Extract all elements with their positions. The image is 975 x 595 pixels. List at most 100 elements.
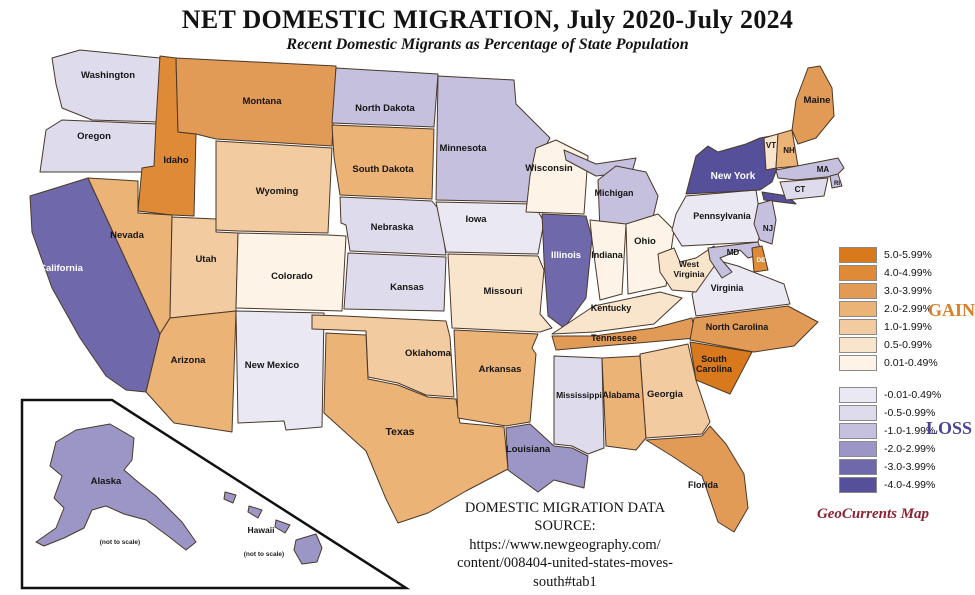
state-label-nc: North Carolina [706, 322, 769, 332]
legend-swatch [839, 387, 877, 403]
legend-range-label: 0.01-0.49% [884, 357, 938, 369]
state-shape-nd [331, 67, 439, 128]
state-label-ut: Utah [195, 254, 216, 265]
legend-row-loss-1: -0.5-0.99% [839, 404, 941, 422]
state-label-me: Maine [804, 95, 831, 106]
legend-swatch [839, 405, 877, 421]
state-label-nh: NH [783, 146, 795, 155]
state-shape-hi [223, 491, 237, 504]
state-shape-or [39, 119, 159, 173]
state-shape-ct [779, 177, 829, 201]
state-label-mo: Missouri [483, 286, 522, 297]
legend-row-loss-3: -2.0-2.99% [839, 440, 941, 458]
legend-gain-rows: 5.0-5.99% 4.0-4.99% 3.0-3.99% 2.0-2.99% 1.0-… [839, 246, 941, 372]
map-attribution: GeoCurrents Map [816, 506, 930, 522]
legend-range-label: -0.01-0.49% [884, 389, 942, 401]
state-shape-ms [553, 355, 605, 455]
legend-row-gain-4: 1.0-1.99% [839, 318, 941, 336]
state-label-hi: Hawaii [248, 525, 275, 535]
legend-swatch [839, 477, 877, 493]
state-label-il: Illinois [551, 250, 581, 261]
state-label-ga: Georgia [647, 389, 684, 400]
state-shape-ut [169, 216, 239, 319]
state-label-ky: Kentucky [591, 303, 632, 313]
state-shape-nm [235, 310, 325, 431]
state-shape-al [601, 355, 647, 451]
state-label-ct: CT [795, 185, 806, 194]
state-label-ms: Mississippi [556, 390, 602, 400]
state-shape-wa [51, 49, 161, 123]
state-shape-tn [551, 317, 697, 351]
legend-range-label: 5.0-5.99% [884, 249, 932, 261]
state-shape-ks [343, 252, 447, 312]
state-label-id: Idaho [163, 155, 189, 166]
state-shape-ar [453, 329, 539, 427]
state-label-de: DE [756, 257, 766, 264]
state-shape-me [791, 65, 835, 145]
state-label-wi: Wisconsin [525, 163, 573, 174]
state-label-ks: Kansas [390, 282, 424, 293]
source-line: SOURCE: [534, 518, 596, 535]
state-label-or: Oregon [77, 131, 111, 142]
source-line: south#tab1 [533, 573, 597, 590]
source-line: content/008404-united-states-moves- [457, 555, 673, 572]
legend-swatch [839, 337, 877, 353]
state-label-ar: Arkansas [479, 364, 522, 375]
state-shape-ri [829, 173, 843, 189]
legend-swatch [839, 459, 877, 475]
legend-range-label: -1.0-1.99% [884, 425, 936, 437]
state-shape-ne [339, 196, 447, 256]
state-label-nm: New Mexico [245, 360, 300, 371]
inset-outline [20, 398, 411, 590]
state-shape-sc [689, 341, 753, 395]
state-label-tx: Texas [386, 426, 415, 438]
legend-loss-rows: -0.01-0.49% -0.5-0.99% -1.0-1.99% -2.0-2.99… [839, 386, 941, 494]
state-label-mi: Michigan [594, 188, 633, 198]
state-shape-de [751, 245, 769, 273]
state-shape-ak [35, 423, 197, 551]
state-shape-ny [685, 133, 783, 195]
state-shape-hi [274, 519, 291, 534]
legend-row-gain-1: 4.0-4.99% [839, 264, 941, 282]
legend-range-label: -3.0-3.99% [884, 461, 936, 473]
state-shape-hi [293, 533, 323, 565]
state-shape-ia [435, 201, 545, 255]
state-label-sd: South Dakota [352, 164, 414, 175]
legend-row-loss-0: -0.01-0.49% [839, 386, 941, 404]
state-shape-il [541, 213, 593, 329]
legend-swatch [839, 423, 877, 439]
state-shape-la [505, 423, 589, 493]
state-label-fl: Florida [688, 480, 719, 490]
legend-row-gain-2: 3.0-3.99% [839, 282, 941, 300]
state-shape-wy [215, 140, 333, 234]
data-source-text: DOMESTIC MIGRATION DATA SOURCE: https://ww… [413, 499, 717, 591]
legend-row-loss-5: -4.0-4.99% [839, 476, 941, 494]
state-label-ca: California [39, 263, 84, 274]
legend-range-label: 2.0-2.99% [884, 303, 932, 315]
legend-range-label: 1.0-1.99% [884, 321, 932, 333]
state-label-ok: Oklahoma [405, 348, 452, 359]
legend-swatch [839, 301, 877, 317]
state-label-oh: Ohio [634, 236, 656, 247]
state-shape-mt [175, 57, 337, 147]
legend-loss-word: LOSS [926, 418, 973, 438]
source-line: DOMESTIC MIGRATION DATA [464, 500, 666, 516]
legend-row-gain-0: 5.0-5.99% [839, 246, 941, 264]
state-label-mt: Montana [242, 96, 282, 107]
state-shape-mo [447, 253, 553, 333]
state-shape-tx [323, 332, 509, 524]
state-shape-co [235, 232, 347, 312]
state-label-al: Alabama [602, 390, 641, 400]
legend-range-label: 3.0-3.99% [884, 285, 932, 297]
state-label-ak: Alaska [91, 476, 122, 487]
state-label-az: Arizona [171, 355, 207, 366]
state-label-vt: VT [766, 141, 776, 150]
legend-row-gain-5: 0.5-0.99% [839, 336, 941, 354]
state-shape-fl [645, 425, 749, 533]
state-label-ri: RI [834, 181, 840, 187]
state-label-nj: NJ [763, 224, 773, 233]
legend-swatch [839, 283, 877, 299]
state-shape-ma [775, 157, 845, 181]
